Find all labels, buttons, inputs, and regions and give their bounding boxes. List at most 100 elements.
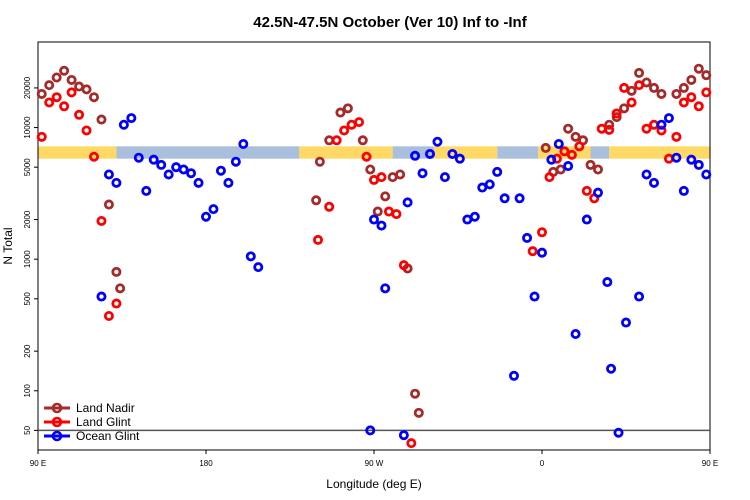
- y-tick-label: 5000: [23, 158, 32, 176]
- point-land-nadir: [59, 65, 70, 76]
- point-land-nadir: [380, 191, 391, 202]
- point-land-nadir: [111, 266, 122, 277]
- legend-marker-land-glint: [51, 416, 63, 428]
- point-land-glint: [44, 97, 55, 108]
- point-land-glint: [59, 101, 70, 112]
- x-axis-label: Longitude (deg E): [326, 477, 421, 491]
- point-ocean-glint: [223, 177, 234, 188]
- point-land-glint: [596, 123, 607, 134]
- point-ocean-glint: [163, 169, 174, 180]
- point-ocean-glint: [133, 152, 144, 163]
- point-land-nadir: [357, 135, 368, 146]
- point-land-glint: [81, 125, 92, 136]
- point-ocean-glint: [537, 247, 548, 258]
- point-ocean-glint: [671, 152, 682, 163]
- point-land-nadir: [66, 74, 77, 85]
- point-ocean-glint: [634, 291, 645, 302]
- point-ocean-glint: [593, 187, 604, 198]
- chart-title: 42.5N-47.5N October (Ver 10) Inf to -Inf: [253, 14, 527, 31]
- point-land-glint: [103, 310, 114, 321]
- point-ocean-glint: [103, 169, 114, 180]
- point-land-glint: [96, 215, 107, 226]
- point-ocean-glint: [439, 172, 450, 183]
- band-segment-ocean: [116, 146, 300, 159]
- point-ocean-glint: [402, 197, 413, 208]
- point-ocean-glint: [678, 185, 689, 196]
- y-tick-label: 100: [23, 384, 32, 398]
- point-ocean-glint: [424, 148, 435, 159]
- point-ocean-glint: [111, 177, 122, 188]
- point-ocean-glint: [663, 113, 674, 124]
- point-land-glint: [406, 438, 417, 449]
- point-land-nadir: [314, 156, 325, 167]
- point-land-glint: [51, 92, 62, 103]
- point-land-nadir: [656, 88, 667, 99]
- y-tick-label: 2000: [23, 210, 32, 228]
- point-ocean-glint: [492, 166, 503, 177]
- point-land-glint: [527, 246, 538, 257]
- point-ocean-glint: [563, 161, 574, 172]
- x-tick-label: 90 W: [365, 459, 384, 468]
- point-ocean-glint: [410, 150, 421, 161]
- point-land-glint: [566, 149, 577, 160]
- point-land-nadir: [611, 112, 622, 123]
- point-ocean-glint: [621, 317, 632, 328]
- point-land-glint: [581, 185, 592, 196]
- band-segment-land: [609, 146, 710, 159]
- point-ocean-glint: [529, 291, 540, 302]
- point-ocean-glint: [118, 119, 129, 130]
- point-land-nadir: [89, 92, 100, 103]
- point-ocean-glint: [447, 148, 458, 159]
- x-tick-label: 90 E: [30, 459, 46, 468]
- point-land-glint: [398, 260, 409, 271]
- x-tick-label: 180: [199, 459, 213, 468]
- point-ocean-glint: [238, 138, 249, 149]
- point-ocean-glint: [649, 177, 660, 188]
- point-ocean-glint: [365, 425, 376, 436]
- point-ocean-glint: [193, 177, 204, 188]
- point-ocean-glint: [432, 136, 443, 147]
- point-land-nadir: [619, 103, 630, 114]
- point-land-nadir: [96, 114, 107, 125]
- point-ocean-glint: [380, 283, 391, 294]
- point-land-glint: [701, 87, 712, 98]
- band-segment-land: [433, 146, 498, 159]
- y-tick-label: 1000: [23, 250, 32, 268]
- point-land-nadir: [395, 169, 406, 180]
- legend-marker-ocean-glint: [51, 430, 63, 442]
- point-land-glint: [656, 125, 667, 136]
- point-ocean-glint: [186, 168, 197, 179]
- x-axis: 90 E 180 90 W 0 90 E: [30, 450, 718, 468]
- data-points: [36, 63, 712, 449]
- point-land-nadir: [365, 164, 376, 175]
- point-ocean-glint: [245, 251, 256, 262]
- legend: Land Nadir Land Glint Ocean Glint: [44, 401, 140, 443]
- point-land-nadir: [311, 195, 322, 206]
- point-ocean-glint: [606, 363, 617, 374]
- point-ocean-glint: [641, 169, 652, 180]
- point-land-nadir: [671, 88, 682, 99]
- point-land-glint: [671, 131, 682, 142]
- point-land-glint: [604, 124, 615, 135]
- point-ocean-glint: [602, 277, 613, 288]
- point-land-glint: [391, 209, 402, 220]
- point-land-nadir: [81, 84, 92, 95]
- point-land-glint: [619, 82, 630, 93]
- point-land-glint: [111, 298, 122, 309]
- point-ocean-glint: [570, 329, 581, 340]
- point-ocean-glint: [477, 182, 488, 193]
- point-ocean-glint: [200, 211, 211, 222]
- point-ocean-glint: [686, 154, 697, 165]
- point-ocean-glint: [484, 179, 495, 190]
- point-ocean-glint: [693, 159, 704, 170]
- point-ocean-glint: [656, 119, 667, 130]
- x-tick-label: 0: [540, 459, 545, 468]
- surface-band: [38, 146, 710, 159]
- point-ocean-glint: [208, 204, 219, 215]
- y-axis: 50 100 200 500 1000 2000 5000 10000 20000: [23, 76, 38, 435]
- point-ocean-glint: [156, 159, 167, 170]
- point-land-nadir: [342, 103, 353, 114]
- point-ocean-glint: [514, 193, 525, 204]
- point-land-nadir: [678, 82, 689, 93]
- point-ocean-glint: [469, 211, 480, 222]
